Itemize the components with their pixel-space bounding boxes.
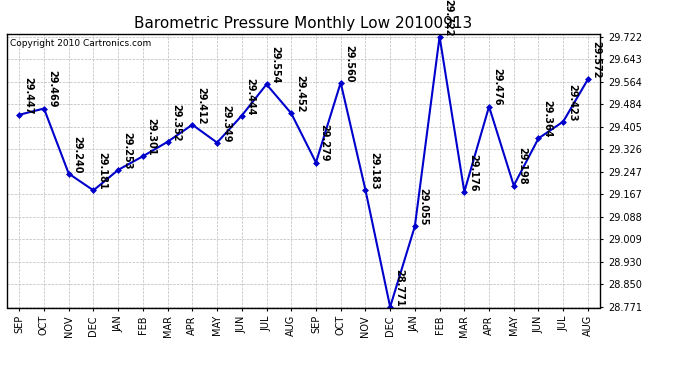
Text: 29.447: 29.447: [23, 77, 33, 114]
Text: 29.364: 29.364: [542, 100, 552, 138]
Text: 29.240: 29.240: [72, 135, 82, 173]
Title: Barometric Pressure Monthly Low 20100913: Barometric Pressure Monthly Low 20100913: [135, 16, 473, 31]
Text: 29.349: 29.349: [221, 105, 230, 142]
Text: 29.452: 29.452: [295, 75, 305, 113]
Text: 29.055: 29.055: [419, 188, 428, 226]
Text: 29.572: 29.572: [591, 41, 602, 79]
Text: 29.444: 29.444: [246, 78, 255, 115]
Text: 29.352: 29.352: [171, 104, 181, 141]
Text: 29.722: 29.722: [443, 0, 453, 36]
Text: 29.560: 29.560: [344, 45, 355, 82]
Text: 29.253: 29.253: [122, 132, 132, 170]
Text: 29.198: 29.198: [518, 147, 527, 185]
Text: 28.771: 28.771: [394, 269, 404, 306]
Text: 29.181: 29.181: [97, 152, 107, 190]
Text: 29.554: 29.554: [270, 46, 280, 84]
Text: 29.476: 29.476: [493, 69, 503, 106]
Text: 29.423: 29.423: [567, 84, 577, 121]
Text: 29.469: 29.469: [48, 70, 58, 108]
Text: 29.183: 29.183: [369, 152, 379, 189]
Text: 29.176: 29.176: [468, 154, 478, 191]
Text: Copyright 2010 Cartronics.com: Copyright 2010 Cartronics.com: [10, 39, 151, 48]
Text: 29.301: 29.301: [146, 118, 157, 156]
Text: 29.279: 29.279: [319, 124, 330, 162]
Text: 29.412: 29.412: [196, 87, 206, 124]
